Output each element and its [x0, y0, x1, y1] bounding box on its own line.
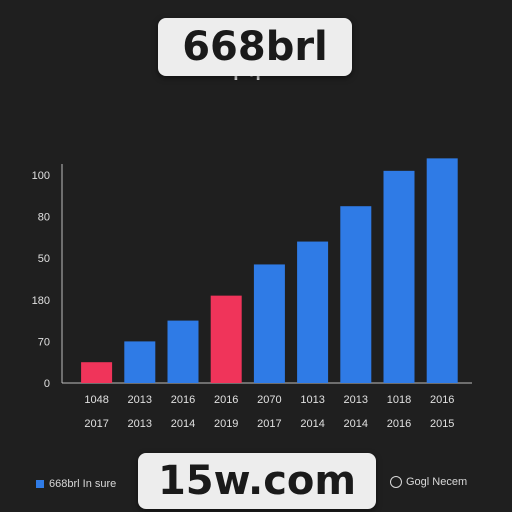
bar [340, 206, 372, 383]
watermark-top: 668brl [158, 18, 352, 76]
bar [383, 170, 415, 383]
bar [253, 264, 285, 383]
x-category-sublabel: 2013 [128, 418, 152, 430]
x-category-sublabel: 2019 [214, 418, 238, 430]
x-category-label: 1048 [84, 394, 108, 406]
x-category-label: 1013 [300, 394, 324, 406]
y-tick-label: 180 [32, 295, 50, 307]
bar [426, 158, 458, 383]
brand-credit: Gogl Necem [390, 476, 467, 488]
x-category-label: 2016 [171, 394, 195, 406]
x-category-sublabel: 2016 [387, 418, 411, 430]
x-category-sublabel: 2015 [430, 418, 454, 430]
y-tick-label: 0 [44, 378, 50, 390]
y-tick-label: 80 [38, 212, 50, 224]
bar [297, 241, 329, 383]
bar [81, 362, 113, 383]
x-category-label: 1018 [387, 394, 411, 406]
legend: 668brl In sure [36, 478, 116, 490]
x-category-label: 2016 [214, 394, 238, 406]
x-category-sublabel: 2017 [257, 418, 281, 430]
y-tick-label: 100 [32, 170, 50, 182]
x-category-label: 2013 [128, 394, 152, 406]
legend-swatch [36, 480, 44, 488]
bar [210, 295, 242, 383]
y-tick-label: 70 [38, 336, 50, 348]
legend-label: 668brl In sure [49, 478, 117, 490]
y-tick-label: 50 [38, 253, 50, 265]
x-category-sublabel: 2014 [344, 418, 368, 430]
x-category-label: 2013 [344, 394, 368, 406]
watermark-bottom: 15w.com [138, 453, 376, 509]
brand-credit-label: Gogl Necem [406, 476, 468, 488]
x-category-sublabel: 2017 [84, 418, 108, 430]
x-category-label: 2070 [257, 394, 281, 406]
bar [167, 320, 199, 383]
bar [124, 341, 156, 383]
x-category-label: 2016 [430, 394, 454, 406]
x-category-sublabel: 2014 [171, 418, 195, 430]
x-category-sublabel: 2014 [300, 418, 324, 430]
copyright-icon [390, 476, 402, 488]
